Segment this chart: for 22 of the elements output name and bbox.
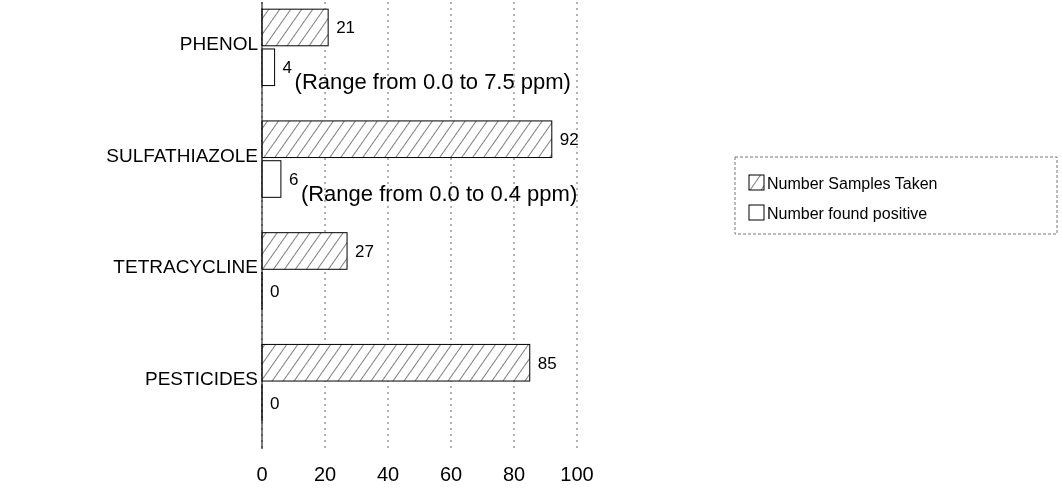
- data-label: 0: [270, 393, 280, 413]
- x-tick-label: 40: [376, 463, 400, 485]
- data-label: 4: [282, 58, 293, 78]
- data-label: 0: [270, 281, 280, 301]
- x-tick-label: 80: [502, 463, 526, 485]
- data-label: 21: [336, 18, 356, 38]
- data-label: 27: [355, 241, 374, 261]
- legend-label: Number Samples Taken: [767, 175, 938, 192]
- data-label: 85: [537, 353, 557, 373]
- y-tick-label: TETRACYCLINE: [113, 256, 258, 278]
- data-label: 92: [559, 130, 579, 150]
- annotation: (Range from 0.0 to 7.5 ppm): [294, 69, 571, 95]
- annotation: (Range from 0.0 to 0.4 ppm): [300, 181, 578, 207]
- x-tick-label: 100: [560, 463, 594, 485]
- y-tick-label: SULFATHIAZOLE: [106, 144, 258, 166]
- legend-label: Number found positive: [767, 205, 928, 222]
- y-tick-label: PESTICIDES: [145, 368, 258, 390]
- x-tick-label: 0: [256, 463, 268, 485]
- data-label: 6: [288, 170, 299, 190]
- x-tick-label: 20: [313, 463, 337, 485]
- x-tick-label: 60: [439, 463, 463, 485]
- y-tick-label: PHENOL: [179, 32, 258, 54]
